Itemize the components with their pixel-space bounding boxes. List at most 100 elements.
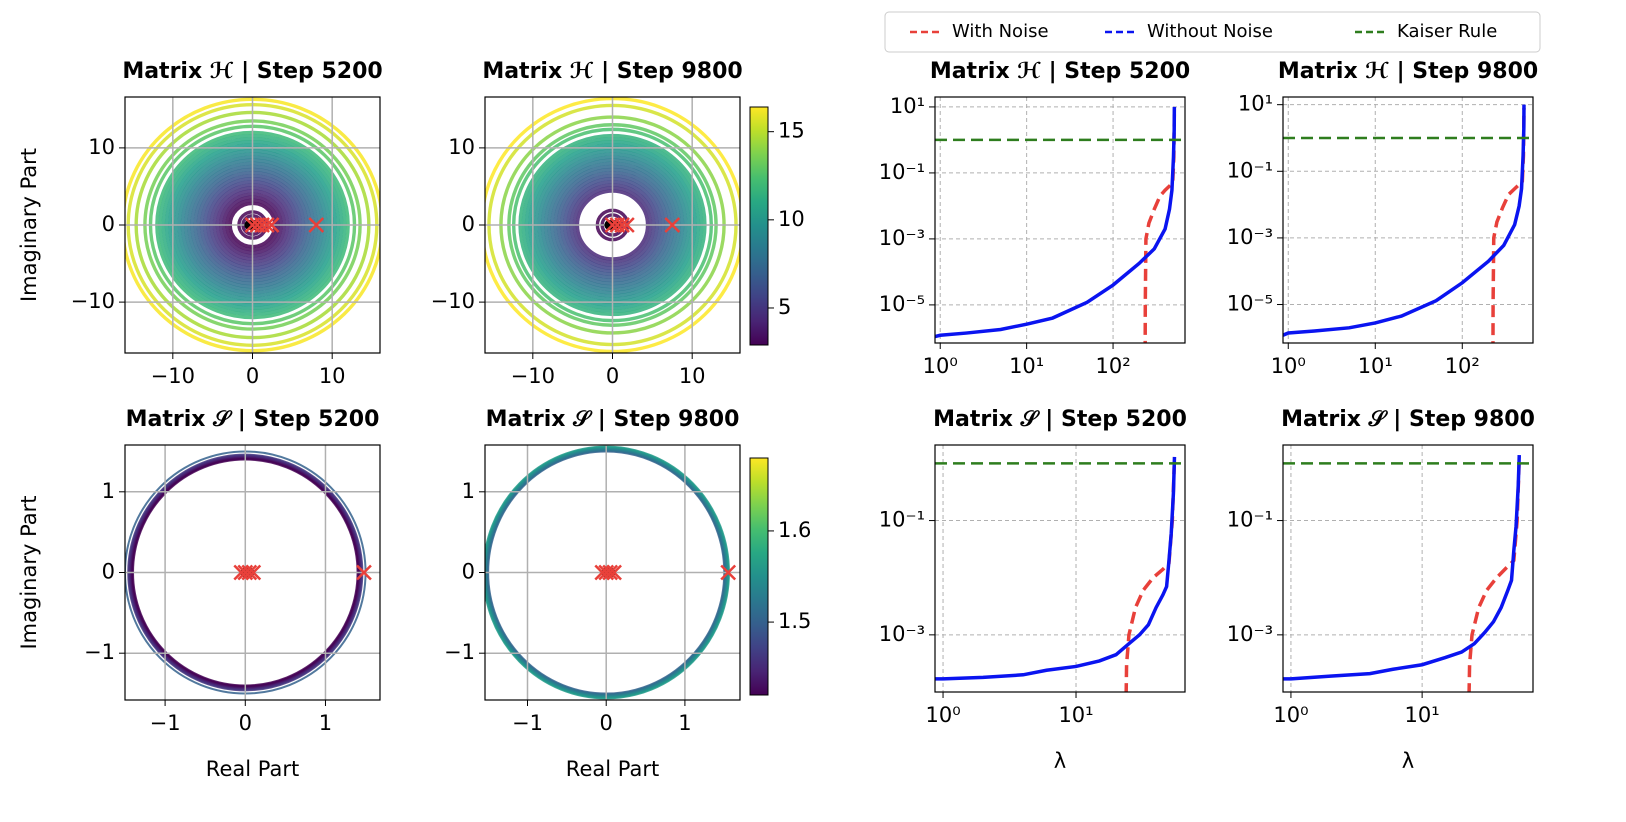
eigen-cross — [664, 217, 681, 233]
colorbar-tick-label: 1.5 — [778, 609, 811, 633]
x-tick-label: 0 — [239, 711, 252, 735]
x-tick-label: 10⁰ — [1271, 354, 1306, 378]
x-tick-label: 10² — [1445, 354, 1480, 378]
y-tick-label: 10⁻³ — [879, 226, 925, 250]
eigen-cross — [241, 564, 258, 581]
plot-area — [125, 97, 380, 353]
y-tick-label: 0 — [102, 212, 115, 236]
x-tick-label: 10¹ — [1009, 354, 1044, 378]
legend-label: Without Noise — [1147, 21, 1273, 42]
plot-area — [485, 97, 740, 353]
x-tick-label: 1 — [678, 711, 691, 735]
x-axis-label: λ — [1054, 749, 1066, 773]
x-axis-label: Real Part — [206, 757, 299, 781]
plot-area — [125, 445, 380, 700]
series-line — [1467, 458, 1522, 692]
y-tick-label: −10 — [71, 289, 115, 313]
x-tick-label: 10² — [1095, 354, 1130, 378]
chart-title: Matrix ℋ | Step 9800 — [482, 59, 742, 84]
eigen-cross — [614, 217, 630, 233]
y-tick-label: −1 — [84, 640, 115, 664]
colorbar-tick-label: 15 — [778, 119, 805, 143]
y-tick-label: 1 — [462, 479, 475, 503]
eigen-cross — [245, 564, 262, 581]
y-tick-label: 10⁻¹ — [879, 160, 925, 184]
x-tick-label: 0 — [600, 711, 613, 735]
y-tick-label: 1 — [102, 479, 115, 503]
chart-title: Matrix 𝒮 | Step 5200 — [933, 407, 1187, 432]
y-tick-label: 10⁻³ — [1227, 622, 1273, 646]
x-tick-label: 10 — [679, 364, 706, 388]
x-tick-label: 10⁰ — [1273, 703, 1308, 727]
y-axis-label: Imaginary Part — [17, 495, 41, 649]
x-tick-label: 0 — [606, 364, 619, 388]
x-tick-label: 10⁰ — [925, 703, 960, 727]
chart-title: Matrix ℋ | Step 9800 — [1278, 59, 1538, 84]
y-tick-label: 10¹ — [890, 94, 925, 118]
y-tick-label: −1 — [444, 640, 475, 664]
x-tick-label: 10¹ — [1058, 703, 1093, 727]
y-tick-label: 10 — [448, 135, 475, 159]
plot-area — [935, 445, 1185, 692]
plot-area — [1283, 445, 1533, 692]
series-line — [935, 106, 1177, 339]
series-line — [935, 456, 1177, 681]
chart-title: Matrix ℋ | Step 5200 — [930, 59, 1190, 84]
plot-area — [485, 445, 740, 700]
x-tick-label: 0 — [246, 364, 259, 388]
x-tick-label: 10¹ — [1358, 354, 1393, 378]
eigen-cross — [606, 564, 622, 581]
x-tick-label: 10¹ — [1405, 703, 1440, 727]
y-tick-label: 0 — [462, 560, 475, 584]
colorbar — [749, 457, 769, 696]
eigen-cross — [602, 564, 619, 581]
y-tick-label: 10⁻¹ — [879, 508, 925, 532]
chart-title: Matrix 𝒮 | Step 9800 — [486, 407, 740, 432]
x-tick-label: 10 — [319, 364, 346, 388]
y-axis-label: Imaginary Part — [17, 148, 41, 302]
chart-title: Matrix 𝒮 | Step 5200 — [126, 407, 380, 432]
y-tick-label: 10⁻³ — [1227, 225, 1273, 249]
eigen-cross — [356, 564, 372, 581]
axes-frame — [934, 96, 1186, 344]
y-tick-label: 10⁻⁵ — [1227, 292, 1273, 316]
colorbar-tick-label: 1.6 — [778, 518, 811, 542]
series-line — [1283, 455, 1522, 681]
y-tick-label: 10 — [88, 135, 115, 159]
legend-label: With Noise — [952, 21, 1049, 42]
y-tick-label: 10⁻¹ — [1227, 508, 1273, 532]
chart-title: Matrix 𝒮 | Step 9800 — [1281, 407, 1535, 432]
axes-frame — [1282, 96, 1534, 344]
eigen-cross — [308, 217, 325, 233]
series-line — [1124, 458, 1177, 692]
x-tick-label: −1 — [150, 711, 181, 735]
y-tick-label: 0 — [462, 212, 475, 236]
series-line — [1283, 104, 1526, 337]
legend-frame — [884, 11, 1541, 53]
plot-area — [935, 97, 1185, 343]
y-tick-label: 10⁻³ — [879, 622, 925, 646]
x-axis-label: λ — [1402, 749, 1414, 773]
y-tick-label: 10¹ — [1238, 92, 1273, 116]
x-tick-label: 1 — [319, 711, 332, 735]
eigen-cross — [618, 217, 635, 233]
eigen-cross — [720, 564, 737, 581]
y-tick-label: 10⁻¹ — [1227, 158, 1273, 182]
x-tick-label: 10⁰ — [923, 354, 958, 378]
x-tick-label: −10 — [151, 364, 195, 388]
y-tick-label: 10⁻⁵ — [879, 292, 925, 316]
x-tick-label: −1 — [512, 711, 543, 735]
plot-area — [1283, 97, 1533, 343]
axes-frame — [1282, 444, 1534, 693]
y-tick-label: −10 — [431, 289, 475, 313]
colorbar-tick-label: 10 — [778, 207, 805, 231]
y-tick-label: 0 — [102, 560, 115, 584]
colorbar-tick-label: 5 — [778, 295, 791, 319]
x-tick-label: −10 — [511, 364, 555, 388]
eigen-cross — [258, 217, 275, 233]
legend-label: Kaiser Rule — [1397, 21, 1497, 42]
x-axis-label: Real Part — [566, 757, 659, 781]
eigen-cross — [263, 217, 280, 233]
colorbar — [749, 106, 769, 346]
